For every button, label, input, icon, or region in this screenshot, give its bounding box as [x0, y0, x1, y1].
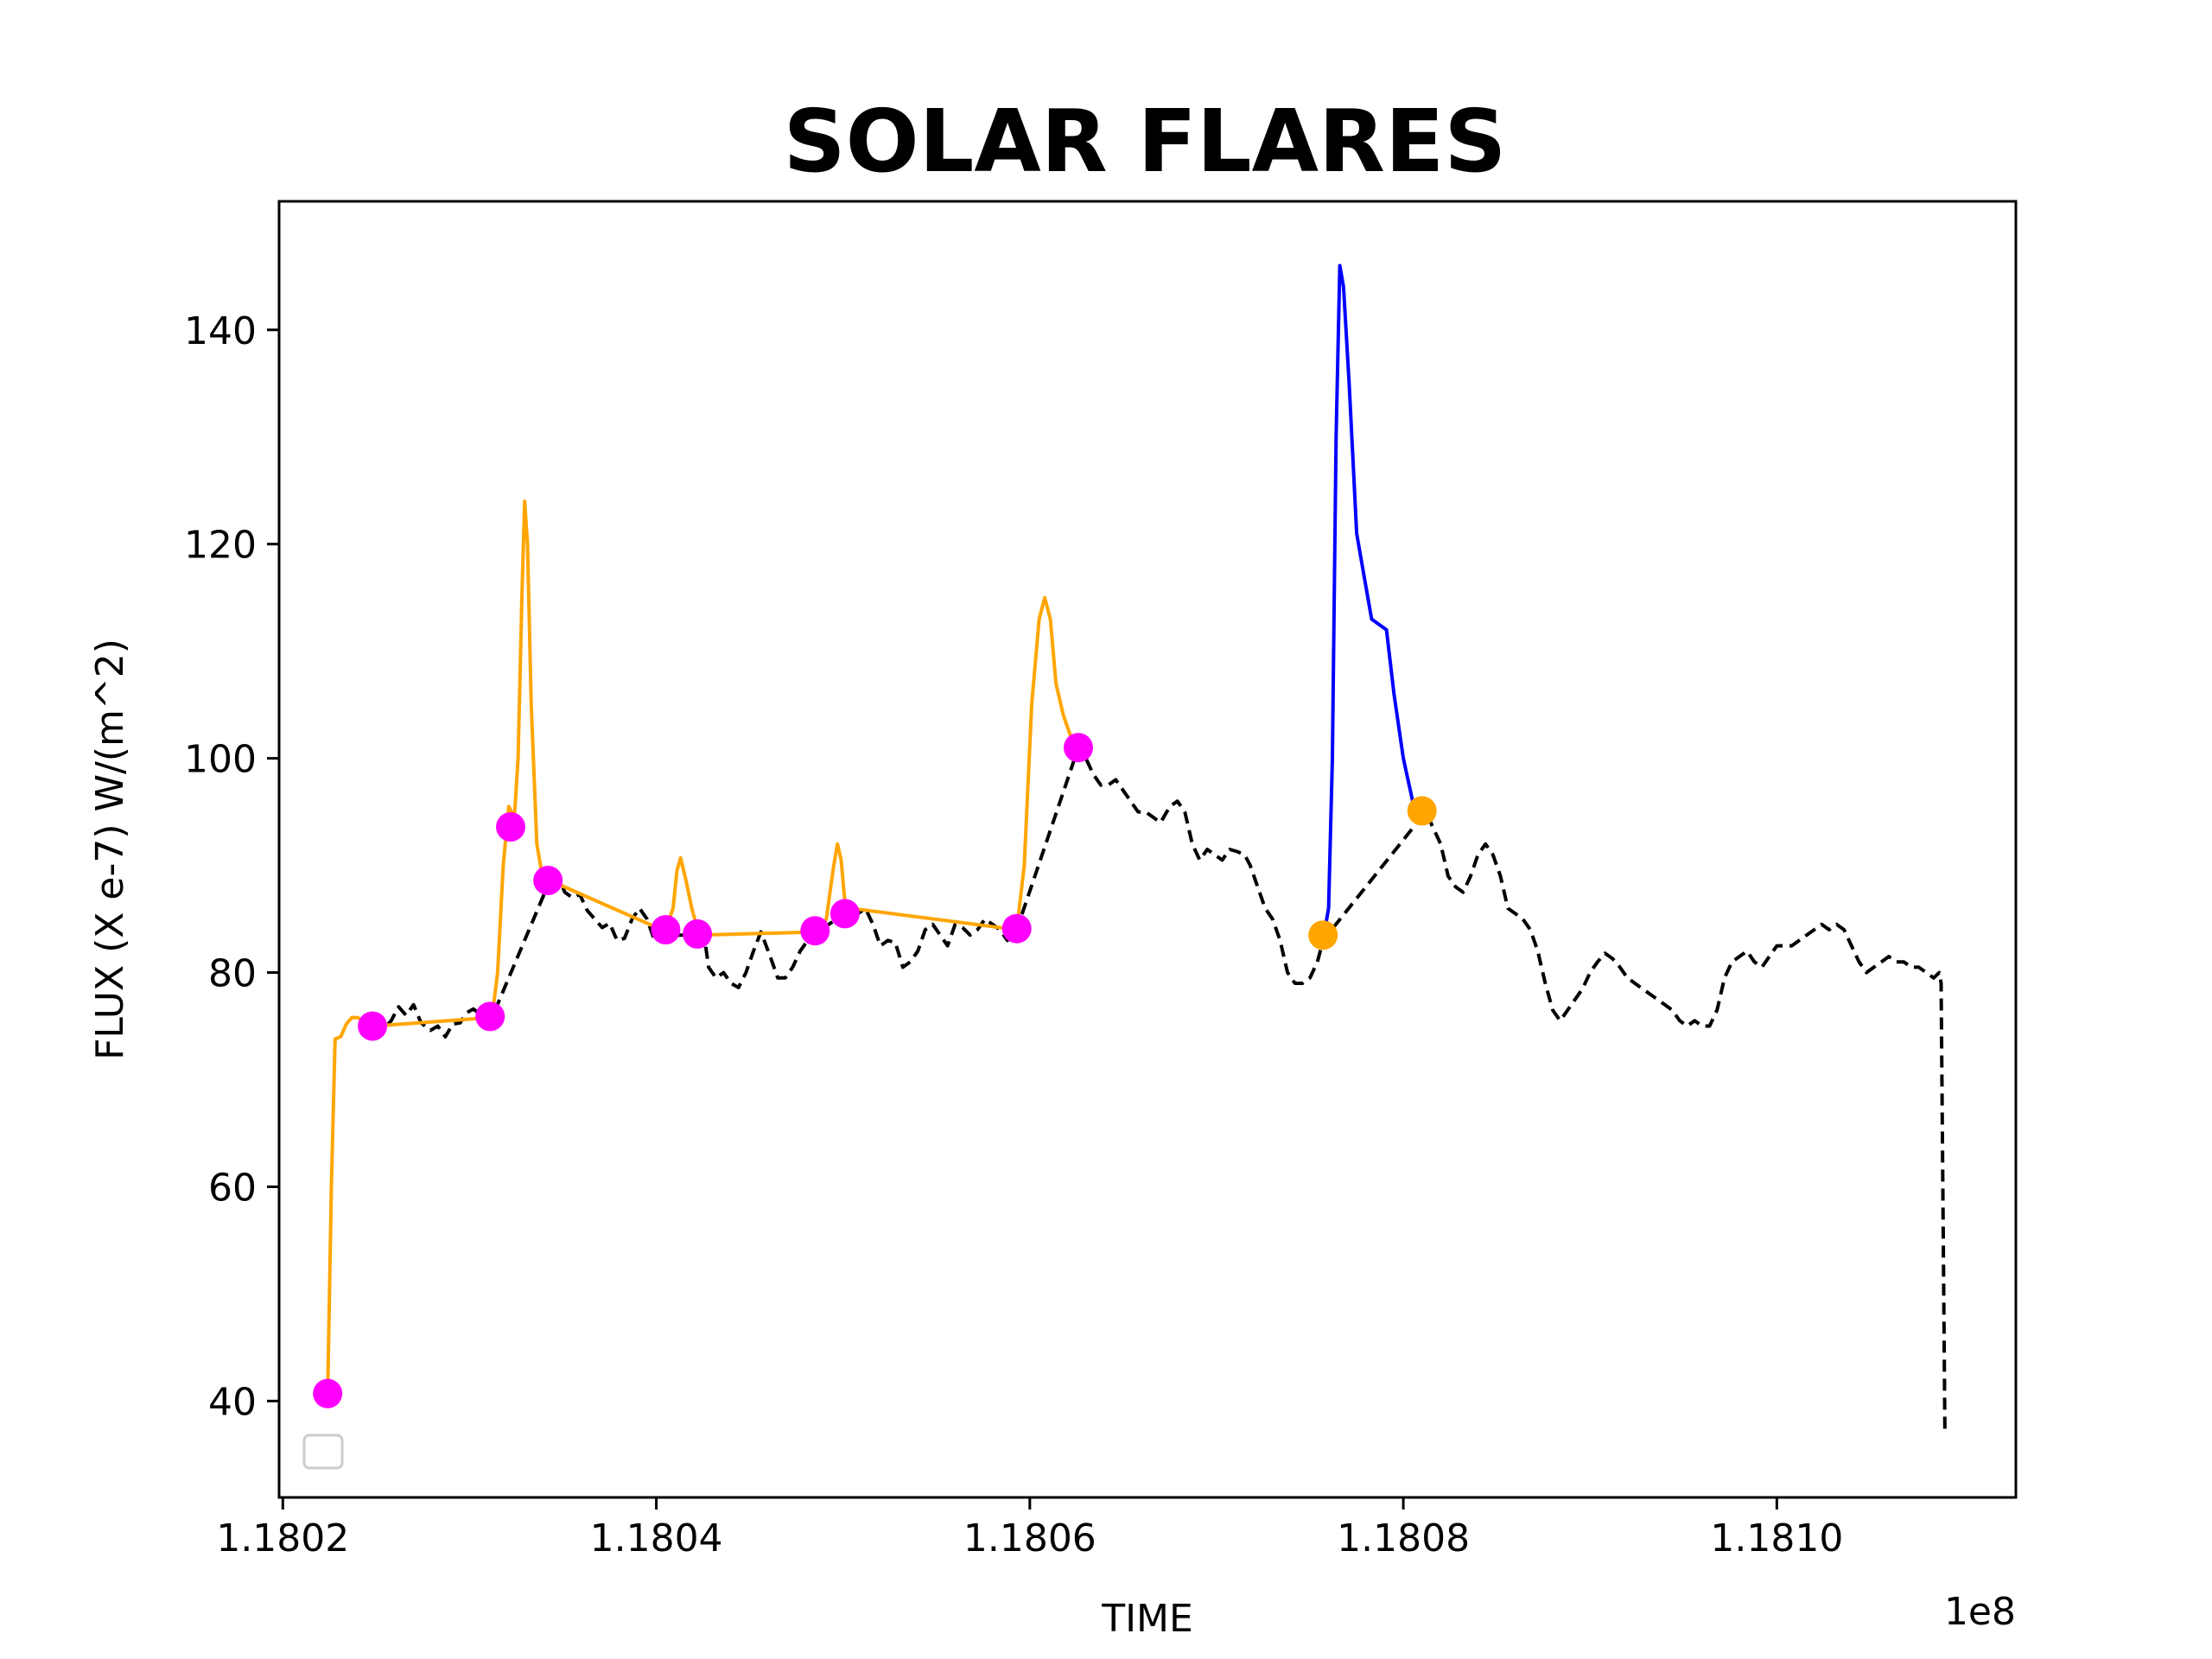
- flare-marker-0-9: [1001, 913, 1032, 944]
- flare-marker-0-1: [358, 1011, 388, 1041]
- series-line-1: [326, 499, 1080, 1396]
- y-tick-label-1: 60: [208, 1166, 257, 1210]
- flare-marker-0-7: [800, 916, 830, 946]
- flare-marker-0-0: [313, 1378, 343, 1408]
- flare-marker-0-10: [1064, 733, 1093, 763]
- y-tick-label-5: 140: [184, 309, 257, 353]
- y-tick-label-3: 100: [184, 738, 257, 782]
- flare-marker-0-8: [830, 899, 860, 929]
- series-line-0: [373, 746, 1947, 1433]
- y-tick-label-4: 120: [184, 524, 257, 568]
- axes-frame: [277, 200, 2018, 1499]
- x-tick-label-4: 1.1810: [1710, 1516, 1843, 1560]
- legend-box: [302, 1433, 344, 1470]
- x-axis-offset-label: 1e8: [1944, 1590, 2016, 1634]
- x-tick-label-2: 1.1806: [963, 1516, 1096, 1560]
- x-tick-label-3: 1.1808: [1337, 1516, 1470, 1560]
- flare-marker-1-1: [1407, 796, 1437, 826]
- y-tick-label-2: 80: [208, 952, 257, 996]
- flare-marker-0-6: [683, 918, 713, 949]
- flare-marker-0-3: [496, 812, 525, 842]
- y-axis-label: FLUX (X e-7) W/(m^2): [88, 639, 132, 1060]
- x-tick-label-1: 1.1804: [590, 1516, 723, 1560]
- flare-marker-0-5: [651, 915, 681, 944]
- y-tick-label-0: 40: [208, 1380, 257, 1424]
- flare-marker-1-0: [1308, 920, 1338, 950]
- chart-title: SOLAR FLARES: [784, 91, 1507, 192]
- x-tick-label-0: 1.1802: [216, 1516, 349, 1560]
- x-axis-label: TIME: [1101, 1597, 1193, 1641]
- flare-marker-0-2: [475, 1001, 505, 1032]
- flare-marker-0-4: [533, 866, 563, 895]
- series-line-2: [1321, 264, 1427, 941]
